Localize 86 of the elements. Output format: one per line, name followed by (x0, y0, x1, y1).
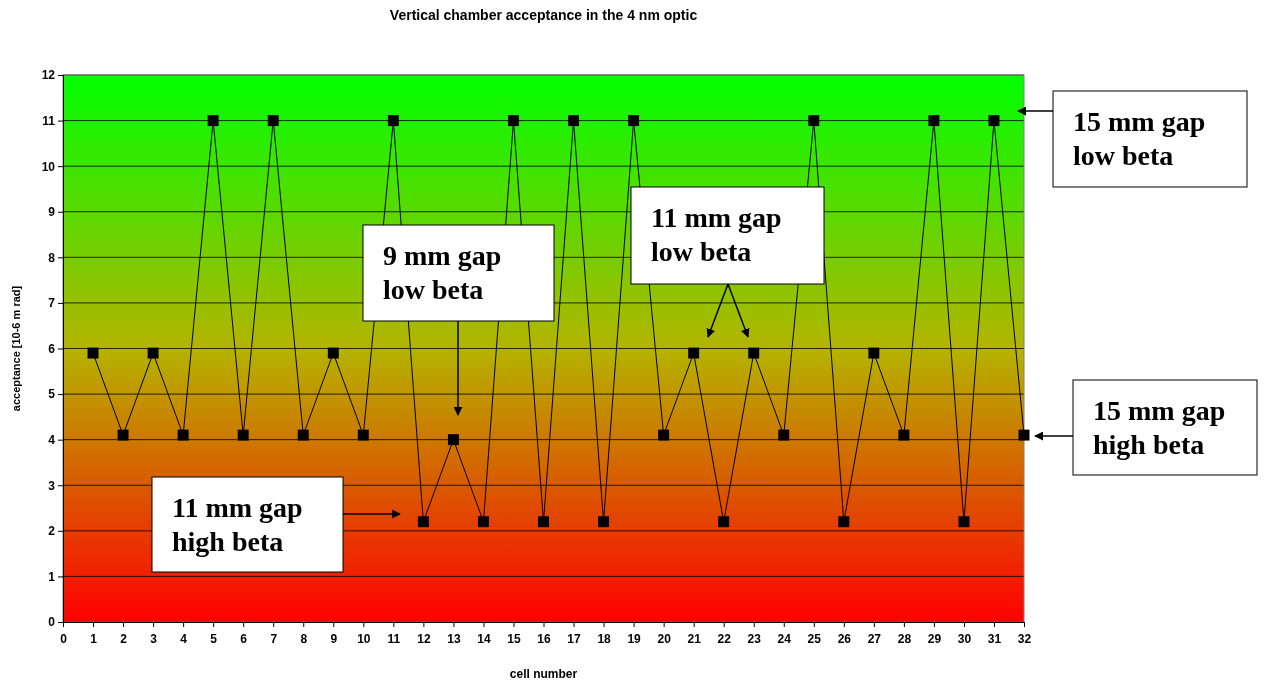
point (507, 115, 519, 127)
point (568, 115, 580, 127)
point (928, 115, 940, 127)
x-tick-label: 28 (897, 632, 912, 647)
x-axis-title: cell number (509, 667, 578, 681)
point (838, 516, 850, 528)
y-tick-label: 6 (48, 341, 56, 356)
x-tick-label: 26 (837, 632, 852, 647)
x-tick-label: 15 (507, 632, 521, 647)
x-tick-label: 12 (417, 632, 431, 647)
x-tick-label: 18 (597, 632, 612, 647)
x-tick-label: 6 (240, 632, 248, 647)
chart-title: Vertical chamber acceptance in the 4 nm optic (389, 7, 698, 23)
point (297, 429, 309, 441)
point (417, 516, 429, 528)
x-tick-label: 2 (120, 632, 128, 647)
x-tick-label: 27 (867, 632, 882, 647)
y-tick-label: 12 (41, 68, 56, 83)
annotation: 11 mm gap high beta (172, 492, 303, 557)
y-tick-label: 11 (42, 113, 56, 128)
point (207, 115, 219, 127)
x-tick-label: 14 (477, 632, 491, 647)
y-tick-label: 10 (41, 159, 56, 174)
x-tick-label: 13 (447, 632, 461, 647)
x-tick-label: 32 (1017, 632, 1032, 647)
annotation: 11 mm gap low beta (651, 202, 782, 267)
point (327, 347, 339, 359)
point (748, 347, 760, 359)
point (718, 516, 730, 528)
x-tick-label: 29 (927, 632, 942, 647)
point (808, 115, 820, 127)
x-tick-label: 5 (210, 632, 218, 647)
y-axis-title: acceptance [10-6 m rad] (10, 285, 22, 412)
point (357, 429, 369, 441)
point (117, 429, 129, 441)
point (868, 347, 880, 359)
x-tick-label: 19 (627, 632, 642, 647)
x-tick-label: 1 (90, 632, 98, 647)
x-tick-label: 20 (657, 632, 672, 647)
x-tick-label: 17 (567, 632, 582, 647)
point (898, 429, 910, 441)
point (147, 347, 159, 359)
x-tick-label: 4 (180, 632, 188, 647)
point (387, 115, 399, 127)
y-tick-label: 5 (48, 387, 56, 402)
y-tick-label: 4 (48, 433, 56, 448)
point (237, 429, 249, 441)
x-tick-label: 23 (747, 632, 762, 647)
x-tick-label: 25 (807, 632, 822, 647)
y-tick-label: 1 (48, 569, 56, 584)
x-tick-label: 31 (987, 632, 1002, 647)
point (688, 347, 700, 359)
point (87, 347, 99, 359)
x-tick-label: 11 (387, 632, 401, 647)
point (477, 516, 489, 528)
y-tick-label: 9 (48, 205, 56, 220)
x-tick-label: 0 (60, 632, 68, 647)
x-tick-label: 8 (300, 632, 308, 647)
text: 15 mm gap low beta (1073, 106, 1206, 171)
x-tick-label: 9 (330, 632, 338, 647)
point (1018, 429, 1030, 441)
x-tick-label: 22 (717, 632, 732, 647)
text: 15 mm gap high beta (1093, 395, 1226, 460)
point (598, 516, 610, 528)
point (538, 516, 549, 528)
x-tick-label: 3 (150, 632, 158, 647)
y-tick-label: 3 (48, 478, 56, 493)
point (447, 434, 459, 446)
y-tick-label: 2 (48, 524, 56, 539)
annotation: 9 mm gap low beta (383, 240, 502, 305)
x-tick-label: 24 (777, 632, 792, 647)
x-tick-label: 30 (957, 632, 972, 647)
x-tick-label: 7 (270, 632, 278, 647)
x-tick-label: 10 (357, 632, 371, 647)
x-tick-label: 16 (537, 632, 551, 647)
y-tick-label: 7 (48, 296, 56, 311)
point (778, 429, 790, 441)
point (958, 516, 970, 528)
point (267, 115, 279, 127)
point (988, 115, 1000, 127)
x-tick-label: 21 (687, 632, 702, 647)
point (658, 429, 670, 441)
point (177, 429, 189, 441)
point (628, 115, 640, 127)
y-tick-label: 0 (48, 615, 56, 630)
y-tick-label: 8 (48, 250, 56, 265)
